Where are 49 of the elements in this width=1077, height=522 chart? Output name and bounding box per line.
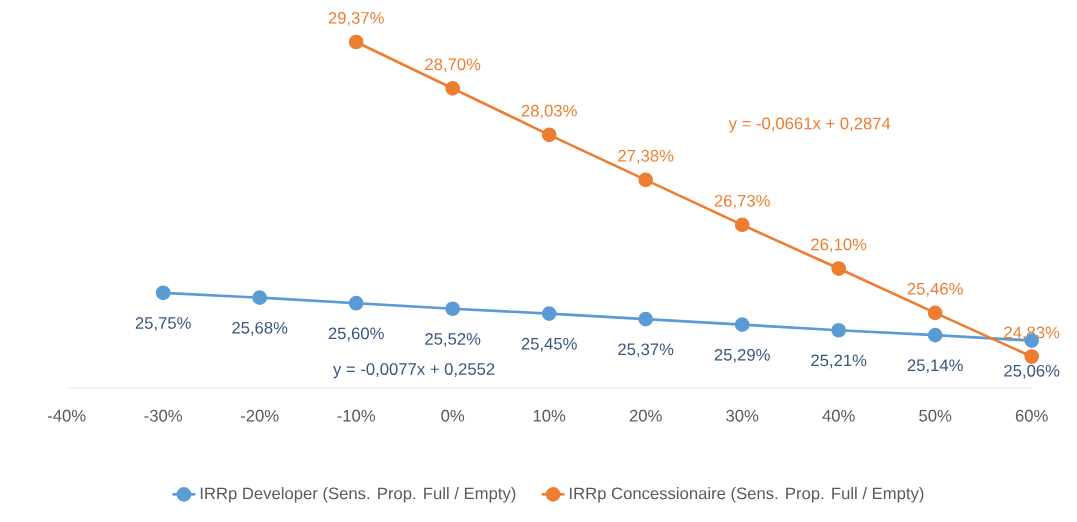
data-label: 26,10% xyxy=(811,238,867,253)
x-tick-label: 40% xyxy=(822,409,855,422)
x-tick-label: 10% xyxy=(533,409,566,422)
point xyxy=(927,305,943,321)
point xyxy=(445,301,461,317)
point xyxy=(445,81,461,96)
data-label: 25,68% xyxy=(232,321,288,336)
x-tick-label: -30% xyxy=(144,409,183,422)
point xyxy=(734,317,750,333)
point xyxy=(541,306,557,321)
text: y = -0,0077x + 0,2552 xyxy=(333,363,495,379)
data-label: 25,45% xyxy=(521,337,577,352)
x-tick-label: 50% xyxy=(919,409,952,422)
annotation: y = -0,0661x + 0,2874 xyxy=(728,117,891,133)
x-tick-label: -20% xyxy=(240,409,279,422)
point xyxy=(638,311,654,327)
data-label: 25,06% xyxy=(1004,364,1060,379)
point xyxy=(541,127,557,143)
data-label: 25,29% xyxy=(714,348,770,363)
x-tick-label: 20% xyxy=(629,409,662,422)
data-label: 25,21% xyxy=(811,354,867,369)
data-label: 27,38% xyxy=(618,149,674,164)
point xyxy=(831,261,847,276)
point xyxy=(348,295,364,311)
data-label: 29,37% xyxy=(328,11,384,26)
data-label: 25,60% xyxy=(328,327,384,342)
x-tick-label: 30% xyxy=(726,409,759,422)
data-label: 25,37% xyxy=(618,343,674,358)
data-label: 28,03% xyxy=(521,104,577,119)
legend-label: IRRp Developer (Sens. Prop. Full / Empty) xyxy=(200,487,516,503)
x-tick-label: -40% xyxy=(47,409,86,422)
point xyxy=(155,285,171,301)
point xyxy=(831,322,847,338)
x-tick-label: 0% xyxy=(441,409,465,422)
point xyxy=(927,327,943,343)
data-label: 28,70% xyxy=(425,58,481,73)
legend-label: IRRp Concessionaire (Sens. Prop. Full / Empty) xyxy=(570,487,924,503)
data-label: 25,46% xyxy=(907,282,963,297)
x-tick-label: 60% xyxy=(1015,409,1048,422)
data-label: 25,14% xyxy=(907,359,963,374)
data-label: 26,73% xyxy=(714,194,770,209)
data-label: 25,75% xyxy=(135,317,191,331)
point xyxy=(1024,349,1040,364)
point xyxy=(348,34,364,50)
point xyxy=(252,290,268,305)
data-label: 25,52% xyxy=(425,333,481,347)
point xyxy=(638,172,654,188)
point xyxy=(734,217,750,233)
x-tick-label: -10% xyxy=(337,409,376,422)
